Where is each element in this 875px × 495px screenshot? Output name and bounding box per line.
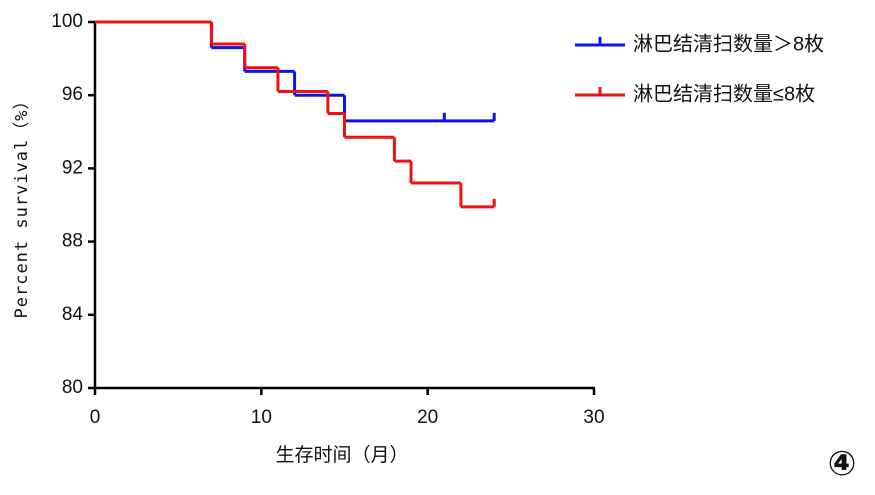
- y-tick-label: 84: [62, 304, 84, 325]
- annotation: ④: [828, 445, 857, 483]
- x-axis-label: 生存时间（月）: [275, 444, 408, 466]
- x-tick-label: 20: [417, 407, 438, 428]
- x-tick-label: 30: [583, 407, 604, 428]
- y-axis-label: Percent survival（%）: [12, 92, 32, 319]
- y-tick-label: 92: [62, 157, 83, 178]
- x-tick-label: 10: [251, 407, 272, 428]
- y-tick-label: 88: [62, 231, 83, 252]
- y-tick-label: 96: [62, 84, 83, 105]
- legend-label: 淋巴结清扫数量≤8枚: [633, 82, 815, 105]
- x-tick-label: 0: [90, 407, 101, 428]
- y-tick-label: 100: [51, 11, 83, 32]
- y-tick-label: 80: [62, 377, 83, 398]
- legend-label: 淋巴结清扫数量＞8枚: [633, 32, 824, 55]
